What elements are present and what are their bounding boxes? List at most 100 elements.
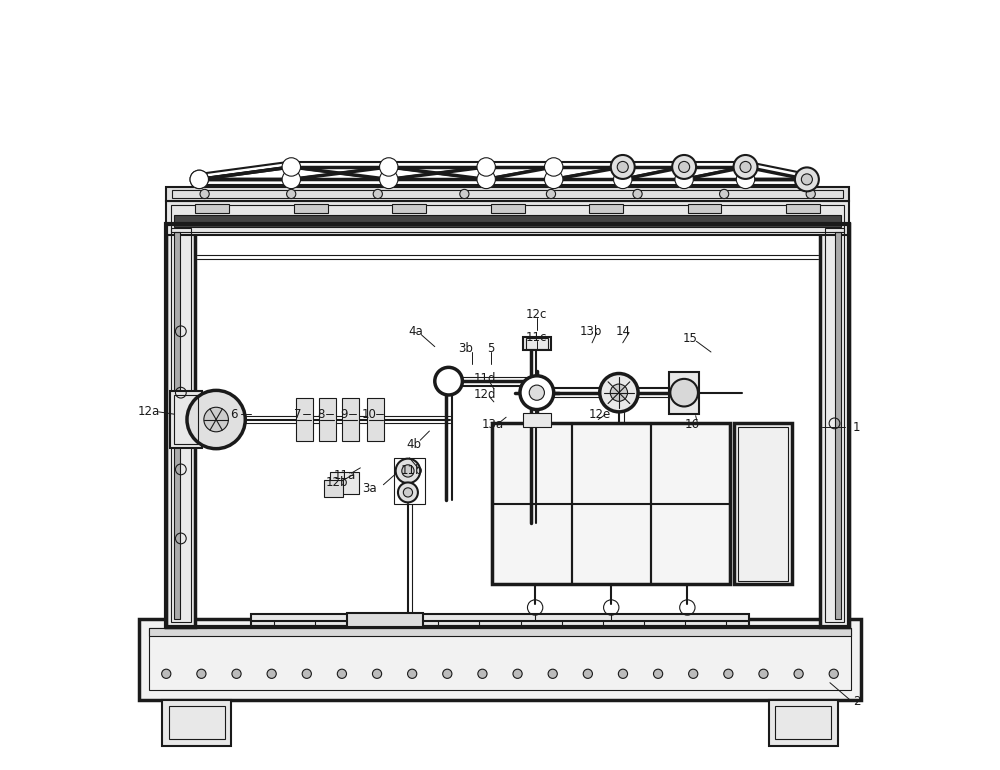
Bar	[688, 204, 721, 213]
Circle shape	[544, 158, 563, 176]
Text: 12e: 12e	[589, 407, 611, 420]
Bar	[166, 224, 849, 627]
Bar	[523, 336, 551, 350]
Circle shape	[759, 669, 768, 678]
Circle shape	[600, 373, 638, 412]
Circle shape	[520, 376, 554, 410]
Bar	[149, 628, 851, 636]
Bar	[786, 204, 820, 213]
Circle shape	[287, 189, 296, 199]
Circle shape	[795, 167, 819, 192]
Bar	[394, 458, 425, 504]
Circle shape	[546, 189, 556, 199]
Circle shape	[675, 158, 693, 176]
Bar	[775, 705, 831, 739]
Bar	[174, 232, 180, 619]
Text: 16: 16	[684, 418, 699, 431]
Circle shape	[740, 162, 751, 172]
Circle shape	[548, 669, 557, 678]
Bar	[734, 424, 792, 584]
Bar	[835, 232, 841, 619]
Bar	[174, 394, 198, 444]
Circle shape	[794, 669, 803, 678]
Text: 12c: 12c	[526, 308, 548, 321]
Bar	[347, 613, 423, 627]
Bar	[367, 398, 384, 440]
Text: 13a: 13a	[481, 418, 503, 431]
Circle shape	[529, 385, 544, 400]
Circle shape	[614, 158, 632, 176]
Circle shape	[460, 189, 469, 199]
Text: 11a: 11a	[334, 469, 356, 482]
Bar	[669, 372, 699, 413]
Circle shape	[267, 669, 276, 678]
Circle shape	[302, 669, 311, 678]
Bar	[296, 398, 313, 440]
Circle shape	[232, 669, 241, 678]
Text: 14: 14	[615, 325, 630, 338]
Bar	[330, 473, 359, 494]
Text: 5: 5	[487, 342, 494, 355]
Bar	[172, 190, 843, 198]
Circle shape	[200, 189, 209, 199]
Text: 12b: 12b	[326, 476, 349, 489]
Circle shape	[187, 390, 245, 449]
Circle shape	[653, 669, 663, 678]
Bar	[174, 215, 841, 226]
Circle shape	[689, 669, 698, 678]
Bar	[169, 705, 225, 739]
Circle shape	[477, 158, 495, 176]
Circle shape	[610, 384, 628, 401]
Circle shape	[380, 170, 398, 189]
Circle shape	[679, 162, 690, 172]
Text: 3a: 3a	[362, 482, 377, 495]
Circle shape	[798, 170, 816, 189]
Text: 15: 15	[683, 333, 698, 346]
Circle shape	[633, 189, 642, 199]
Circle shape	[477, 170, 495, 189]
Circle shape	[720, 189, 729, 199]
Circle shape	[806, 189, 815, 199]
Bar	[170, 390, 202, 448]
Text: 11c: 11c	[526, 331, 548, 344]
Text: 12d: 12d	[473, 388, 496, 400]
Text: 10: 10	[362, 407, 377, 420]
Text: 11b: 11b	[401, 464, 423, 477]
Text: 13b: 13b	[579, 325, 602, 338]
Circle shape	[408, 669, 417, 678]
Circle shape	[443, 669, 452, 678]
Circle shape	[734, 155, 757, 179]
Circle shape	[672, 155, 696, 179]
Bar	[139, 619, 861, 700]
Text: 8: 8	[318, 407, 325, 420]
Circle shape	[282, 170, 301, 189]
Circle shape	[398, 483, 418, 502]
Circle shape	[373, 189, 382, 199]
Circle shape	[337, 669, 347, 678]
Text: 7: 7	[294, 407, 302, 420]
Text: 6: 6	[230, 407, 238, 420]
Bar	[319, 398, 336, 440]
Bar	[251, 614, 749, 627]
Bar	[166, 224, 195, 627]
Bar	[171, 205, 844, 232]
Bar	[171, 229, 191, 622]
Text: 3b: 3b	[458, 342, 473, 355]
Text: 4a: 4a	[408, 325, 423, 338]
Circle shape	[435, 367, 462, 395]
Circle shape	[162, 669, 171, 678]
Bar	[491, 204, 525, 213]
Circle shape	[675, 170, 693, 189]
Circle shape	[403, 488, 413, 497]
Circle shape	[190, 170, 208, 189]
Circle shape	[197, 669, 206, 678]
Text: 9: 9	[341, 407, 348, 420]
Bar	[820, 224, 849, 627]
Text: 11d: 11d	[473, 373, 496, 385]
Circle shape	[402, 465, 414, 477]
Circle shape	[618, 669, 628, 678]
Circle shape	[617, 162, 628, 172]
Circle shape	[204, 407, 228, 432]
Circle shape	[614, 170, 632, 189]
Bar	[324, 480, 343, 497]
